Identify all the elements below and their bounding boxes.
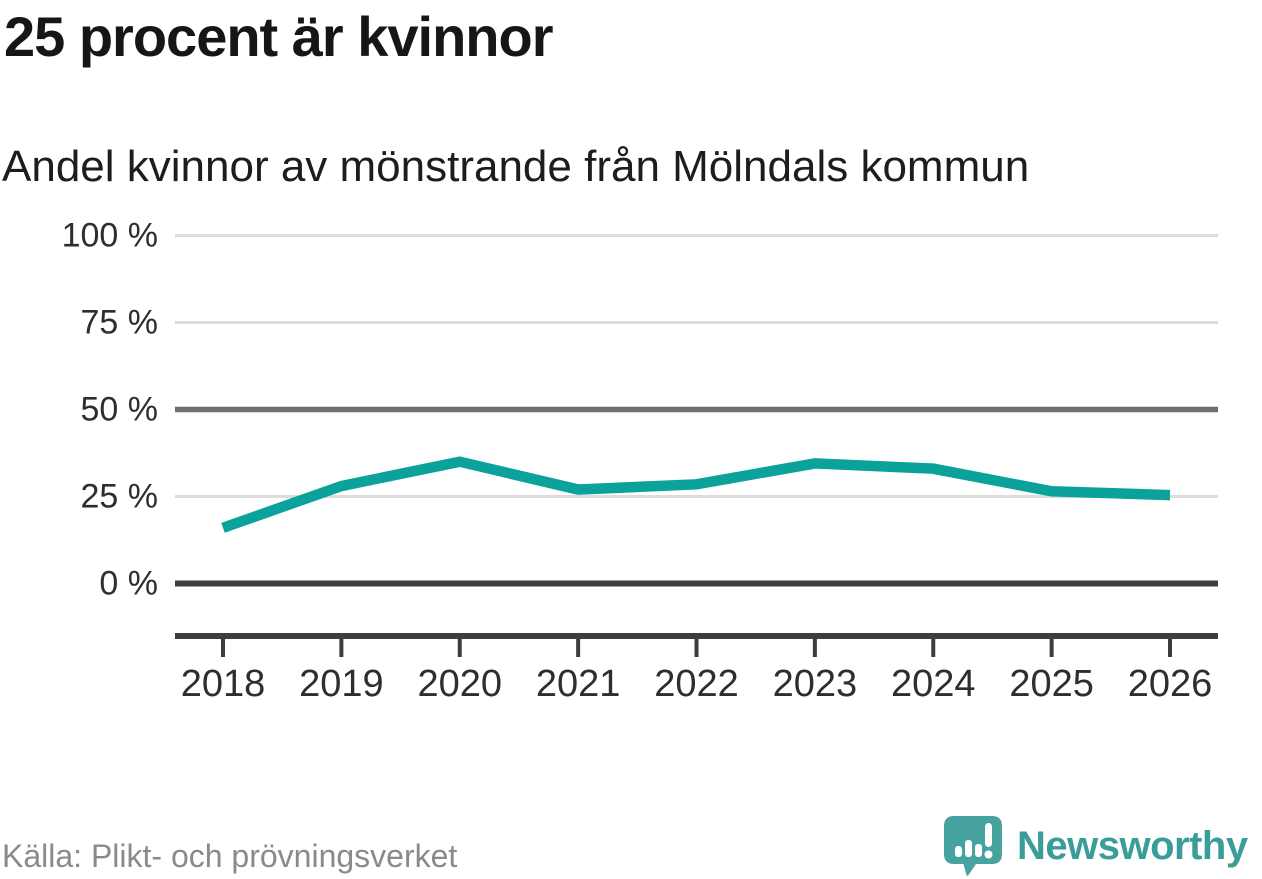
y-tick-label: 25 % — [81, 478, 159, 516]
chart-title: 25 procent är kvinnor — [4, 5, 554, 68]
x-tick-label: 2026 — [1128, 663, 1213, 705]
x-tick-label: 2018 — [181, 663, 266, 705]
y-tick-label: 50 % — [81, 391, 159, 429]
source-note: Källa: Plikt- och prövningsverket — [2, 838, 458, 874]
chart-subtitle: Andel kvinnor av mönstrande från Mölndal… — [2, 142, 1030, 191]
x-tick-label: 2020 — [417, 663, 502, 705]
newsworthy-logo-icon — [944, 816, 1002, 876]
y-tick-label: 0 % — [99, 565, 158, 603]
x-tick-label: 2019 — [299, 663, 384, 705]
x-tick-label: 2022 — [654, 663, 739, 705]
y-tick-label: 100 % — [62, 217, 158, 255]
line-chart: 0 % 25 % 50 % 75 % 100 % 2018 2019 2020 2021 2022… — [62, 217, 1218, 705]
x-tick-label: 2021 — [536, 663, 621, 705]
x-tick-label: 2024 — [891, 663, 976, 705]
newsworthy-wordmark: Newsworthy — [1017, 823, 1248, 868]
x-tick-label: 2023 — [773, 663, 858, 705]
y-tick-label: 75 % — [81, 304, 159, 342]
x-tick-label: 2025 — [1009, 663, 1094, 705]
data-line — [221, 456, 1171, 533]
newsworthy-logo: Newsworthy — [942, 816, 1248, 876]
